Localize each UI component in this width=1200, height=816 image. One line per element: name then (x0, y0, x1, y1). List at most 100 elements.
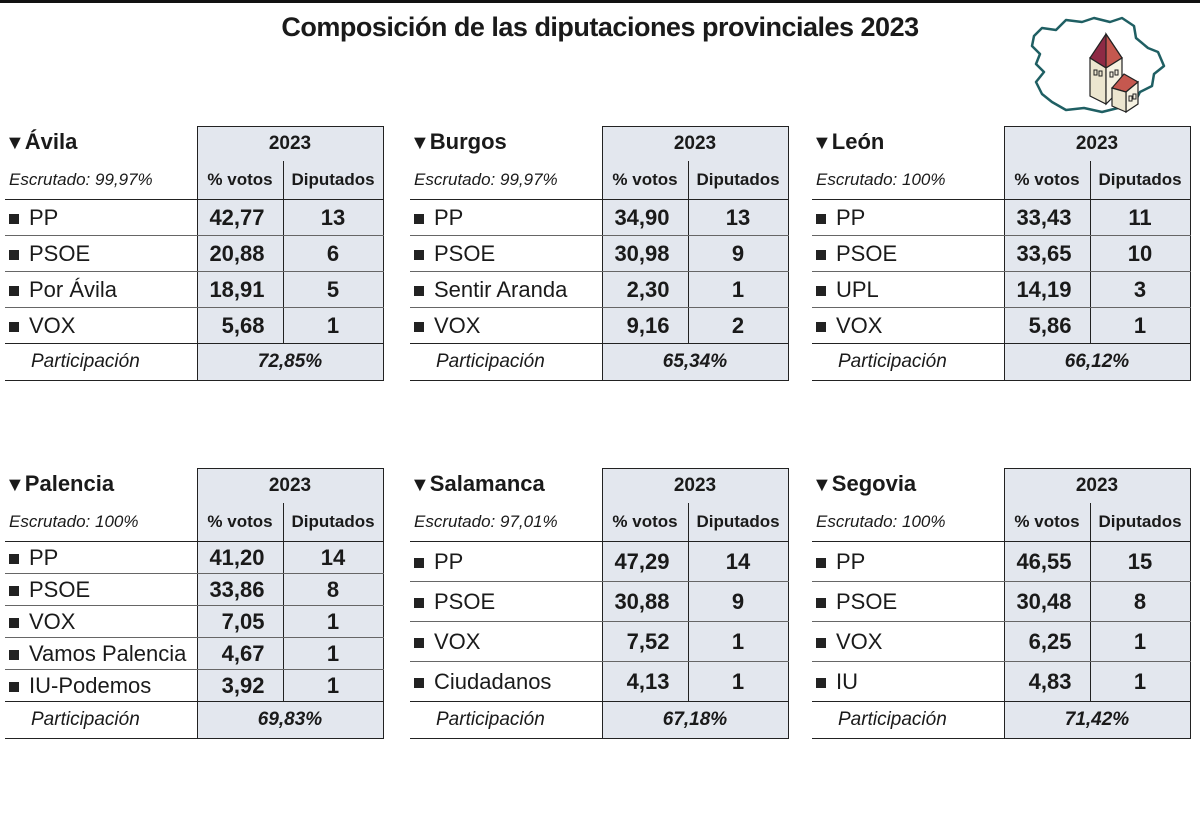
table-row: PSOE 30,48 8 (812, 581, 1191, 622)
party-name: UPL (812, 271, 1004, 308)
bullet-square-icon (816, 285, 826, 296)
participation-label: Participación (5, 343, 197, 381)
participation-label: Participación (812, 701, 1004, 739)
party-name: Vamos Palencia (5, 637, 197, 670)
party-name: PSOE (410, 235, 602, 272)
seats-count: 13 (687, 199, 789, 236)
seats-count: 6 (282, 235, 384, 272)
scrutiny-label: Escrutado: 99,97% (414, 170, 558, 189)
province-table: ▼León 2023 Escrutado: 100% % votos Diput… (812, 126, 1191, 381)
province-title: ▼Burgos (410, 128, 507, 154)
party-name: PP (410, 541, 602, 582)
seats-count: 14 (282, 541, 384, 574)
seats-column-header: Diputados (282, 161, 384, 200)
province-table: ▼Palencia 2023 Escrutado: 100% % votos D… (5, 468, 384, 739)
party-name: VOX (5, 605, 197, 638)
participation-row: Participación 71,42% (812, 701, 1191, 739)
triangle-down-icon: ▼ (410, 473, 430, 496)
bullet-square-icon (816, 321, 826, 332)
year-header: 2023 (1003, 126, 1191, 161)
province-title: ▼León (812, 128, 885, 154)
bullet-square-icon (414, 677, 424, 688)
votes-percent: 14,19 (1003, 271, 1091, 308)
province-title: ▼Segovia (812, 470, 917, 496)
participation-label: Participación (812, 343, 1004, 381)
year-header: 2023 (1003, 468, 1191, 503)
province-title: ▼Ávila (5, 128, 78, 154)
seats-count: 1 (1089, 307, 1191, 344)
party-name: PP (5, 199, 197, 236)
table-row: VOX 7,52 1 (410, 621, 789, 662)
party-name: VOX (410, 621, 602, 662)
votes-percent: 30,88 (601, 581, 689, 622)
participation-value: 66,12% (1003, 343, 1191, 381)
scrutiny-label: Escrutado: 99,97% (9, 170, 153, 189)
triangle-down-icon: ▼ (5, 131, 25, 154)
triangle-down-icon: ▼ (812, 473, 832, 496)
scrutiny-label: Escrutado: 100% (816, 170, 946, 189)
province-title: ▼Salamanca (410, 470, 545, 496)
participation-label: Participación (410, 701, 602, 739)
bullet-square-icon (414, 213, 424, 224)
party-name: Por Ávila (5, 271, 197, 308)
votes-column-header: % votos (196, 503, 284, 542)
table-row: Vamos Palencia 4,67 1 (5, 637, 384, 670)
seats-count: 11 (1089, 199, 1191, 236)
party-name: Sentir Aranda (410, 271, 602, 308)
seats-column-header: Diputados (687, 503, 789, 542)
party-name: IU-Podemos (5, 669, 197, 702)
votes-percent: 30,98 (601, 235, 689, 272)
table-row: PP 34,90 13 (410, 199, 789, 236)
seats-count: 14 (687, 541, 789, 582)
scrutiny-label: Escrutado: 100% (9, 512, 139, 531)
table-row: IU 4,83 1 (812, 661, 1191, 702)
party-name: PP (812, 541, 1004, 582)
votes-percent: 3,92 (196, 669, 284, 702)
table-row: PP 47,29 14 (410, 541, 789, 582)
bullet-square-icon (9, 649, 19, 660)
votes-percent: 33,43 (1003, 199, 1091, 236)
votes-percent: 34,90 (601, 199, 689, 236)
seats-count: 1 (1089, 621, 1191, 662)
table-row: Sentir Aranda 2,30 1 (410, 271, 789, 308)
party-name: PSOE (5, 573, 197, 606)
bullet-square-icon (9, 213, 19, 224)
seats-column-header: Diputados (1089, 161, 1191, 200)
bullet-square-icon (816, 597, 826, 608)
participation-value: 65,34% (601, 343, 789, 381)
seats-count: 1 (282, 307, 384, 344)
page-title: Composición de las diputaciones provinci… (281, 12, 919, 42)
votes-percent: 20,88 (196, 235, 284, 272)
votes-column-header: % votos (601, 503, 689, 542)
scrutiny-label: Escrutado: 100% (816, 512, 946, 531)
seats-count: 8 (1089, 581, 1191, 622)
votes-percent: 7,52 (601, 621, 689, 662)
party-name: PSOE (812, 581, 1004, 622)
seats-count: 1 (282, 669, 384, 702)
votes-percent: 4,13 (601, 661, 689, 702)
seats-count: 1 (687, 621, 789, 662)
year-header: 2023 (601, 126, 789, 161)
seats-count: 1 (687, 271, 789, 308)
table-row: VOX 6,25 1 (812, 621, 1191, 662)
participation-row: Participación 67,18% (410, 701, 789, 739)
participation-label: Participación (5, 701, 197, 739)
seats-count: 9 (687, 235, 789, 272)
votes-percent: 4,83 (1003, 661, 1091, 702)
participation-value: 67,18% (601, 701, 789, 739)
votes-percent: 2,30 (601, 271, 689, 308)
table-row: VOX 5,86 1 (812, 307, 1191, 344)
year-header: 2023 (196, 468, 384, 503)
province-table: ▼Burgos 2023 Escrutado: 99,97% % votos D… (410, 126, 789, 381)
year-header: 2023 (601, 468, 789, 503)
party-name: PSOE (812, 235, 1004, 272)
table-row: VOX 5,68 1 (5, 307, 384, 344)
votes-column-header: % votos (196, 161, 284, 200)
seats-count: 1 (282, 637, 384, 670)
seats-count: 13 (282, 199, 384, 236)
table-row: Ciudadanos 4,13 1 (410, 661, 789, 702)
votes-column-header: % votos (601, 161, 689, 200)
bullet-square-icon (9, 285, 19, 296)
seats-count: 2 (687, 307, 789, 344)
participation-value: 69,83% (196, 701, 384, 739)
